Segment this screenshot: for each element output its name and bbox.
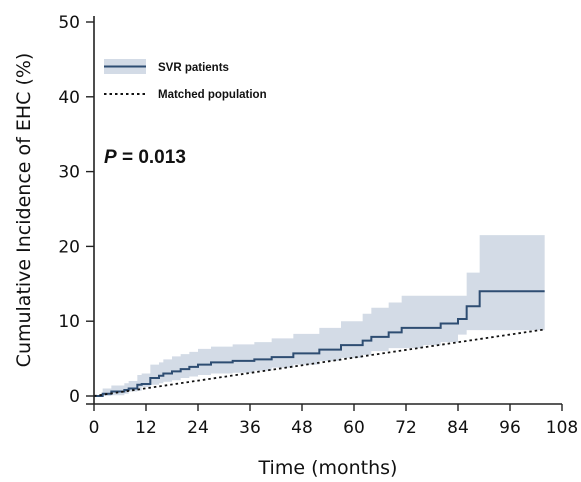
x-axis-title: Time (months) xyxy=(258,457,398,479)
legend-svr-label: SVR patients xyxy=(158,62,229,74)
y-tick-label-30: 30 xyxy=(58,163,80,183)
p-value-text: = 0.013 xyxy=(117,147,186,168)
legend: SVR patients Matched population xyxy=(104,59,267,101)
x-tick-label-36: 36 xyxy=(239,418,261,438)
y-tick-label-50: 50 xyxy=(58,13,80,33)
x-tick-label-84: 84 xyxy=(447,418,469,438)
y-tick-label-0: 0 xyxy=(69,387,80,407)
series-0-confidence-band xyxy=(94,235,545,396)
x-tick-label-60: 60 xyxy=(343,418,365,438)
x-tick-label-12: 12 xyxy=(135,418,157,438)
y-tick-label-40: 40 xyxy=(58,88,80,108)
y-tick-label-20: 20 xyxy=(58,237,80,257)
series-1-dotted-line xyxy=(93,328,545,397)
x-tick-label-96: 96 xyxy=(499,418,521,438)
p-value-annotation: P = 0.013 xyxy=(104,147,186,168)
x-tick-label-72: 72 xyxy=(395,418,417,438)
p-value-italic: P xyxy=(104,147,117,168)
axes-layer: 0 12 24 36 48 60 72 84 96 108 0 10 20 30 40 50 xyxy=(58,13,578,438)
x-tick-label-24: 24 xyxy=(187,418,209,438)
series-0-step-line xyxy=(94,290,545,397)
legend-matched-label: Matched population xyxy=(158,89,267,101)
y-axis-title: Cumulative Incidence of EHC (%) xyxy=(13,53,35,368)
series-layer xyxy=(93,290,545,397)
confidence-band-layer xyxy=(94,235,545,396)
y-tick-label-10: 10 xyxy=(58,312,80,332)
x-tick-label-108: 108 xyxy=(546,418,578,438)
x-tick-label-0: 0 xyxy=(89,418,100,438)
x-tick-label-48: 48 xyxy=(291,418,313,438)
